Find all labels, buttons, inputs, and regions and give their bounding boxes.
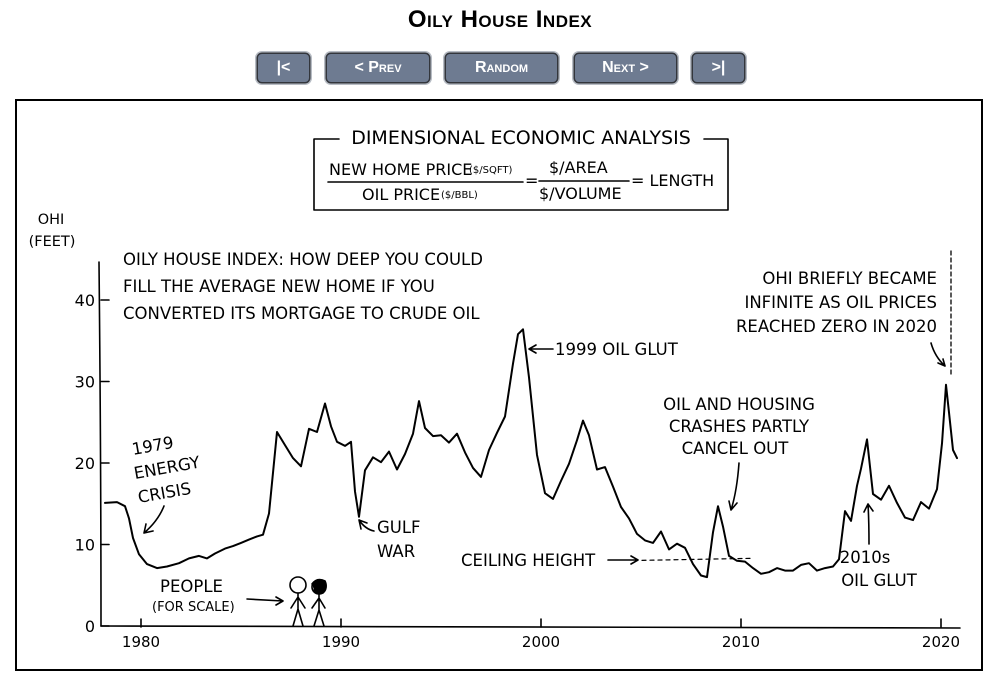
formula-box-border bbox=[313, 138, 729, 211]
annotation-oil-glut-1999: 1999 OIL GLUT bbox=[528, 340, 679, 359]
next-comic-button[interactable]: Next > bbox=[575, 54, 676, 82]
comic-nav: |< < Prev Random Next > >| bbox=[0, 54, 1000, 84]
annotation-text: 1999 OIL GLUT bbox=[555, 340, 679, 359]
annotation-2010s-glut: 2010s OIL GLUT bbox=[840, 503, 918, 590]
arrow-icon bbox=[143, 505, 165, 534]
annotation-text: CANCEL OUT bbox=[682, 439, 790, 458]
arrow-icon bbox=[863, 503, 874, 545]
random-comic-button[interactable]: Random bbox=[446, 54, 557, 82]
formula-ratio-bottom: $/VOLUME bbox=[539, 184, 622, 203]
annotation-text: (FOR SCALE) bbox=[152, 600, 235, 615]
annotation-text: CRASHES PARTLY bbox=[669, 417, 810, 436]
formula-header: DIMENSIONAL ECONOMIC ANALYSIS bbox=[351, 127, 691, 149]
comic-drawing: DIMENSIONAL ECONOMIC ANALYSIS NEW HOME P… bbox=[29, 127, 961, 651]
y-axis-label: OHI bbox=[38, 212, 65, 228]
x-tick-label: 1990 bbox=[322, 633, 360, 651]
annotation-crashes: OIL AND HOUSING CRASHES PARTLY CANCEL OU… bbox=[663, 395, 815, 511]
annotation-text: OHI BRIEFLY BECAME bbox=[762, 269, 937, 288]
x-axis-ticks: 1980 1990 2000 2010 2020 bbox=[122, 618, 960, 651]
y-tick-label: 20 bbox=[75, 454, 95, 473]
x-tick-label: 2020 bbox=[922, 633, 960, 651]
y-tick-label: 40 bbox=[75, 291, 95, 310]
x-tick-label: 2010 bbox=[722, 633, 760, 651]
annotation-gulf-war: GULF WAR bbox=[358, 518, 421, 561]
arrow-icon bbox=[930, 342, 946, 367]
y-tick-label: 0 bbox=[85, 617, 95, 636]
y-axis-label-unit: (FEET) bbox=[29, 234, 76, 250]
formula-box: DIMENSIONAL ECONOMIC ANALYSIS NEW HOME P… bbox=[313, 127, 729, 211]
arrow-icon bbox=[607, 555, 639, 565]
stick-figure-person-with-hair bbox=[311, 578, 327, 627]
description-line: FILL THE AVERAGE NEW HOME IF YOU bbox=[123, 277, 435, 296]
arrow-icon bbox=[528, 344, 554, 354]
formula-denominator-unit: ($/BBL) bbox=[441, 190, 478, 201]
chart-axes bbox=[98, 261, 961, 629]
comic-panel: DIMENSIONAL ECONOMIC ANALYSIS NEW HOME P… bbox=[15, 99, 983, 671]
y-tick-label: 30 bbox=[75, 373, 95, 392]
annotation-energy-crisis: 1979 ENERGY CRISIS bbox=[130, 433, 202, 534]
formula-numerator-unit: ($/SQFT) bbox=[469, 165, 513, 176]
prev-comic-button[interactable]: < Prev bbox=[327, 54, 429, 82]
annotation-infinite: OHI BRIEFLY BECAME INFINITE AS OIL PRICE… bbox=[736, 269, 946, 367]
annotation-text: 2010s bbox=[840, 548, 891, 567]
stick-figure-person bbox=[289, 576, 307, 627]
formula-numerator: NEW HOME PRICE bbox=[329, 160, 472, 179]
last-comic-button[interactable]: >| bbox=[693, 54, 744, 82]
arrow-icon bbox=[358, 519, 375, 532]
formula-denominator: OIL PRICE bbox=[362, 185, 440, 204]
annotation-text: REACHED ZERO IN 2020 bbox=[736, 317, 937, 336]
annotation-text: INFINITE AS OIL PRICES bbox=[744, 293, 937, 312]
annotation-text: WAR bbox=[377, 542, 415, 561]
y-axis-ticks: 0 10 20 30 40 bbox=[75, 291, 110, 636]
arrow-icon bbox=[728, 462, 740, 511]
x-tick-label: 1980 bbox=[122, 633, 160, 651]
formula-ratio-top: $/AREA bbox=[549, 158, 608, 177]
index-description: OILY HOUSE INDEX: HOW DEEP YOU COULD FIL… bbox=[123, 250, 483, 323]
arrow-icon bbox=[246, 596, 284, 606]
y-tick-label: 10 bbox=[75, 536, 95, 555]
annotation-text: OIL GLUT bbox=[841, 571, 918, 590]
x-tick-label: 2000 bbox=[522, 633, 560, 651]
annotation-text: PEOPLE bbox=[160, 577, 223, 596]
formula-result: = LENGTH bbox=[631, 171, 714, 190]
annotation-text: CEILING HEIGHT bbox=[461, 551, 596, 570]
description-line: OILY HOUSE INDEX: HOW DEEP YOU COULD bbox=[123, 250, 483, 269]
annotation-text: OIL AND HOUSING bbox=[663, 395, 815, 414]
first-comic-button[interactable]: |< bbox=[258, 54, 309, 82]
ohi-series-line bbox=[104, 328, 958, 579]
annotation-people: PEOPLE (FOR SCALE) bbox=[152, 577, 284, 615]
annotation-text: GULF bbox=[377, 518, 421, 537]
formula-equals: = bbox=[525, 171, 538, 190]
description-line: CONVERTED ITS MORTGAGE TO CRUDE OIL bbox=[123, 304, 480, 323]
annotation-text: CRISIS bbox=[136, 479, 192, 507]
annotation-text: 1979 bbox=[130, 433, 175, 459]
annotation-ceiling-height: CEILING HEIGHT bbox=[461, 551, 639, 570]
comic-title: Oily House Index bbox=[407, 6, 593, 33]
